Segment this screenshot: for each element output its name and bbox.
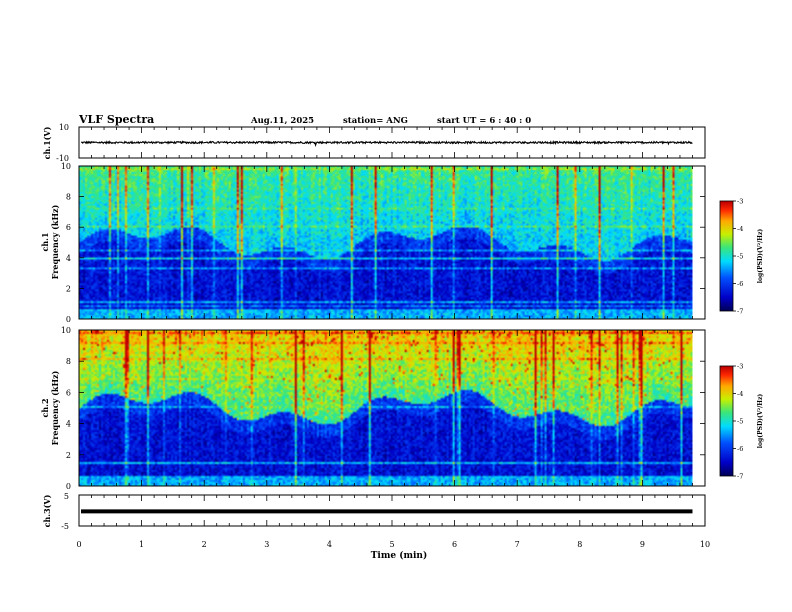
station-label: station= ANG	[343, 116, 408, 126]
ch3-waveform-panel: 5 -5 ch.3(V)	[42, 492, 706, 531]
x-axis-tick-labels: 0 1 2 3 4 5 6 7 8 9 10	[76, 540, 710, 549]
colorbar-tick-label: -5	[737, 418, 743, 426]
ch2-colorbar	[720, 366, 733, 476]
y-tick-label: 0	[66, 315, 71, 324]
colorbar-tick-label: -7	[737, 473, 743, 481]
ch1-spec-ylabel: Frequency (kHz)	[50, 204, 60, 279]
ch1-waveform-panel: 10 -10 ch.1(V)	[42, 123, 706, 163]
y-tick-label: 8	[66, 357, 71, 366]
start-time-label: start UT = 6 : 40 : 0	[437, 116, 531, 126]
colorbar-tick-label: -5	[737, 253, 743, 261]
colorbar-tick-label: -3	[737, 363, 743, 371]
x-tick-label: 2	[202, 540, 207, 549]
y-tick-label: 8	[66, 193, 71, 202]
ch3-ytick-bottom: -5	[61, 522, 69, 531]
colorbar-tick-label: -7	[737, 308, 743, 316]
x-tick-label: 1	[139, 540, 144, 549]
ch2-spec-title: ch.2	[40, 398, 50, 417]
ch1-spec-title: ch.1	[40, 232, 50, 251]
x-axis-label: Time (min)	[371, 550, 428, 561]
ch2-spec-ylabel: Frequency (kHz)	[50, 370, 60, 445]
y-tick-label: 10	[61, 162, 71, 171]
date-label: Aug.11, 2025	[250, 116, 314, 126]
ch1-colorbar-label: log(PSD)(V²/Hz)	[757, 229, 764, 284]
colorbar-tick-label: -3	[737, 198, 743, 206]
x-tick-label: 0	[76, 540, 81, 549]
x-tick-label: 5	[389, 540, 394, 549]
ch1-ylabel: ch.1(V)	[42, 126, 52, 159]
x-tick-label: 7	[515, 540, 520, 549]
y-tick-label: 2	[66, 451, 71, 460]
ch3-ytick-top: 5	[64, 492, 69, 501]
x-tick-label: 8	[577, 540, 582, 549]
ch1-ytick-top: 10	[59, 123, 69, 132]
x-tick-label: 10	[700, 540, 710, 549]
ch2-spectrogram-image	[79, 330, 693, 486]
colorbar-tick-label: -6	[737, 445, 743, 453]
ch2-colorbar-label: log(PSD)(V²/Hz)	[757, 394, 764, 449]
x-tick-label: 3	[264, 540, 269, 549]
ch3-ylabel: ch.3(V)	[42, 494, 52, 527]
colorbar-tick-label: -4	[737, 225, 743, 233]
y-tick-label: 2	[66, 284, 71, 293]
y-tick-label: 0	[66, 482, 71, 491]
x-tick-label: 4	[327, 540, 332, 549]
y-tick-label: 6	[66, 388, 71, 397]
y-tick-label: 6	[66, 223, 71, 232]
y-tick-label: 4	[66, 254, 71, 263]
ch1-colorbar	[720, 201, 733, 311]
colorbar-tick-label: -4	[737, 390, 743, 398]
colorbar-tick-label: -6	[737, 280, 743, 288]
x-tick-label: 9	[640, 540, 645, 549]
ch1-waveform-trace	[80, 140, 693, 148]
x-tick-label: 6	[452, 540, 457, 549]
figure-title: VLF Spectra	[78, 113, 154, 126]
ch1-spectrogram-image	[79, 166, 693, 319]
y-tick-label: 4	[66, 420, 71, 429]
y-tick-label: 10	[61, 326, 71, 335]
ch1-ytick-bottom: -10	[56, 154, 69, 163]
